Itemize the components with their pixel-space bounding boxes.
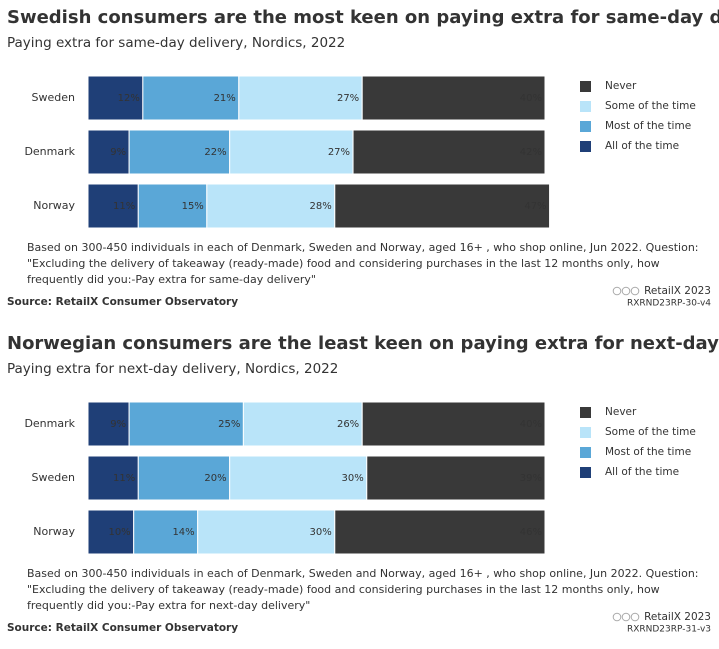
bar-segment: [87, 455, 139, 501]
legend-label: All of the time: [605, 466, 679, 478]
credit: RetailX 2023: [644, 611, 711, 623]
bar-segment: [229, 455, 368, 501]
value-label: 30%: [310, 527, 332, 538]
value-label: 15%: [182, 201, 204, 212]
value-label: 39%: [520, 473, 542, 484]
bar-segment: [206, 183, 336, 229]
license-icon: [630, 286, 640, 296]
value-label: 20%: [204, 473, 226, 484]
source: Source: RetailX Consumer Observatory: [7, 622, 238, 634]
value-label: 28%: [310, 201, 332, 212]
value-label: 40%: [520, 93, 542, 104]
bar-segment: [128, 129, 231, 175]
legend-swatch: [580, 141, 591, 152]
legend-label: Never: [605, 80, 637, 92]
bar-segment: [334, 183, 551, 229]
value-label: 42%: [520, 147, 542, 158]
legend-label: Most of the time: [605, 446, 691, 458]
value-label: 11%: [113, 473, 135, 484]
bar-segment: [334, 509, 546, 555]
legend-swatch: [580, 427, 591, 438]
bar-segment: [87, 401, 130, 447]
source: Source: RetailX Consumer Observatory: [7, 296, 238, 308]
legend-swatch: [580, 447, 591, 458]
bar-segment: [361, 75, 546, 121]
bar-segment: [137, 455, 231, 501]
category-label: Norway: [33, 199, 75, 212]
bar-segment: [142, 75, 240, 121]
chart-code: RXRND23RP-30-v4: [627, 299, 711, 309]
bar-segment: [352, 129, 546, 175]
value-label: 10%: [108, 527, 130, 538]
chart-title: Swedish consumers are the most keen on p…: [7, 7, 719, 28]
license-icon: [621, 286, 631, 296]
chart-title: Norwegian consumers are the least keen o…: [7, 333, 719, 354]
legend-label: Some of the time: [605, 100, 696, 112]
value-label: 26%: [337, 419, 359, 430]
value-label: 9%: [110, 419, 126, 430]
chart-subtitle: Paying extra for same-day delivery, Nord…: [7, 35, 345, 51]
value-label: 27%: [337, 93, 359, 104]
category-label: Sweden: [32, 91, 75, 104]
legend-swatch: [580, 101, 591, 112]
bar-segment: [229, 129, 354, 175]
legend-swatch: [580, 121, 591, 132]
legend-label: Some of the time: [605, 426, 696, 438]
license-icon: [612, 286, 622, 296]
license-icon: [630, 612, 640, 622]
bar-segment: [361, 401, 546, 447]
chart-code: RXRND23RP-31-v3: [627, 625, 711, 635]
category-label: Denmark: [24, 417, 75, 430]
value-label: 12%: [118, 93, 140, 104]
value-label: 9%: [110, 147, 126, 158]
license-icon: [612, 612, 622, 622]
license-icon: [621, 612, 631, 622]
credit: RetailX 2023: [644, 285, 711, 297]
legend-swatch: [580, 81, 591, 92]
value-label: 22%: [204, 147, 226, 158]
legend-label: All of the time: [605, 140, 679, 152]
value-label: 46%: [520, 527, 542, 538]
chart-note: Based on 300-450 individuals in each of …: [27, 567, 699, 612]
bar-segment: [238, 75, 363, 121]
value-label: 11%: [113, 201, 135, 212]
bar-segment: [128, 401, 244, 447]
value-label: 14%: [172, 527, 194, 538]
legend-label: Never: [605, 406, 637, 418]
category-label: Sweden: [32, 471, 75, 484]
value-label: 25%: [218, 419, 240, 430]
legend-label: Most of the time: [605, 120, 691, 132]
bar-segment: [87, 75, 144, 121]
chart-subtitle: Paying extra for next-day delivery, Nord…: [7, 361, 338, 377]
category-label: Norway: [33, 525, 75, 538]
legend-swatch: [580, 467, 591, 478]
bar-segment: [366, 455, 546, 501]
value-label: 27%: [328, 147, 350, 158]
value-label: 30%: [342, 473, 364, 484]
bar-segment: [87, 183, 139, 229]
category-label: Denmark: [24, 145, 75, 158]
bar-segment: [137, 183, 208, 229]
value-label: 47%: [524, 201, 546, 212]
value-label: 40%: [520, 419, 542, 430]
bar-segment: [197, 509, 336, 555]
value-label: 21%: [214, 93, 236, 104]
chart-note: Based on 300-450 individuals in each of …: [27, 241, 699, 286]
legend-swatch: [580, 407, 591, 418]
bar-segment: [242, 401, 363, 447]
